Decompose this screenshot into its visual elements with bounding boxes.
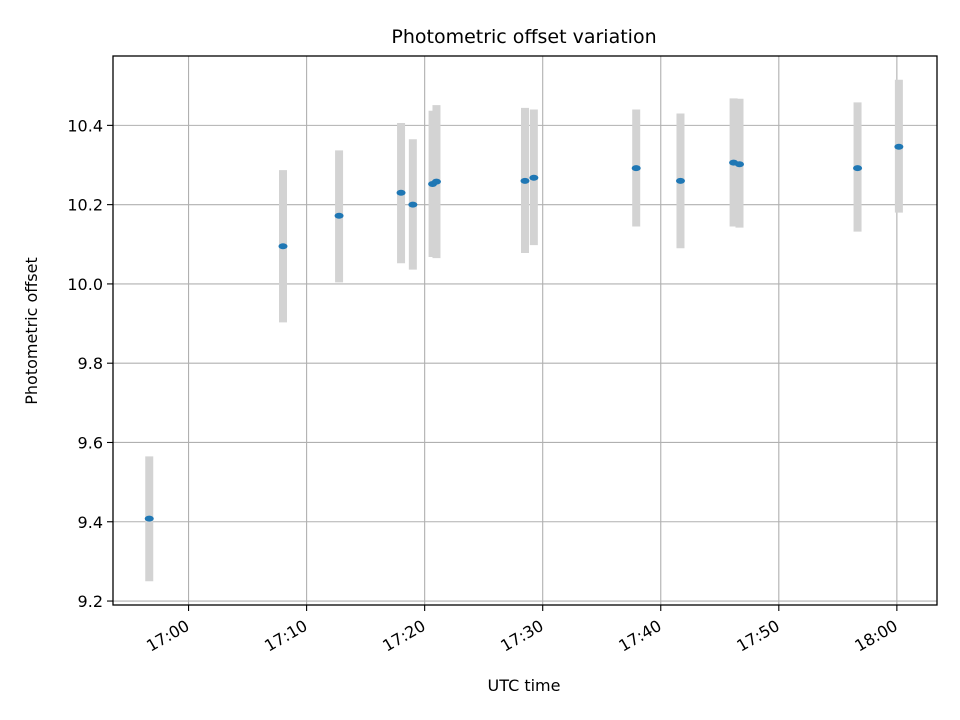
x-axis-ticks: 17:00 17:10 17:20 17:30 17:40 17:50 18:00 — [143, 605, 901, 656]
data-point — [631, 165, 641, 172]
data-point — [529, 174, 539, 181]
data-point — [278, 243, 288, 250]
x-axis-label: UTC time — [488, 676, 561, 695]
y-tick-label: 10.2 — [67, 196, 103, 215]
data-point — [396, 189, 406, 196]
x-tick-label: 17:40 — [615, 616, 664, 656]
data-point — [734, 161, 744, 168]
y-axis-label: Photometric offset — [22, 257, 41, 405]
plot-frame — [112, 55, 938, 606]
x-tick-label: 18:00 — [851, 616, 900, 656]
y-tick-label: 9.8 — [78, 354, 103, 373]
data-point — [520, 177, 530, 184]
y-tick-label: 9.4 — [78, 513, 103, 532]
chart-title: Photometric offset variation — [391, 26, 656, 48]
y-tick-label: 10.4 — [67, 116, 103, 135]
y-axis-ticks: 9.2 9.4 9.6 9.8 10.0 10.2 10.4 — [67, 116, 113, 611]
data-point — [853, 165, 863, 172]
y-tick-label: 9.6 — [78, 433, 103, 452]
x-tick-label: 17:20 — [379, 616, 428, 656]
data-point — [408, 201, 418, 208]
x-tick-label: 17:50 — [733, 616, 782, 656]
data-point — [334, 212, 344, 219]
x-tick-label: 17:00 — [143, 616, 192, 656]
error-bars — [145, 79, 903, 582]
x-tick-label: 17:10 — [261, 616, 310, 656]
data-points — [144, 143, 904, 522]
data-point — [894, 143, 904, 150]
data-point — [675, 177, 685, 184]
y-tick-label: 10.0 — [67, 275, 103, 294]
x-tick-label: 17:30 — [497, 616, 546, 656]
data-point — [431, 178, 441, 185]
data-point — [144, 515, 154, 522]
y-tick-label: 9.2 — [78, 592, 103, 611]
